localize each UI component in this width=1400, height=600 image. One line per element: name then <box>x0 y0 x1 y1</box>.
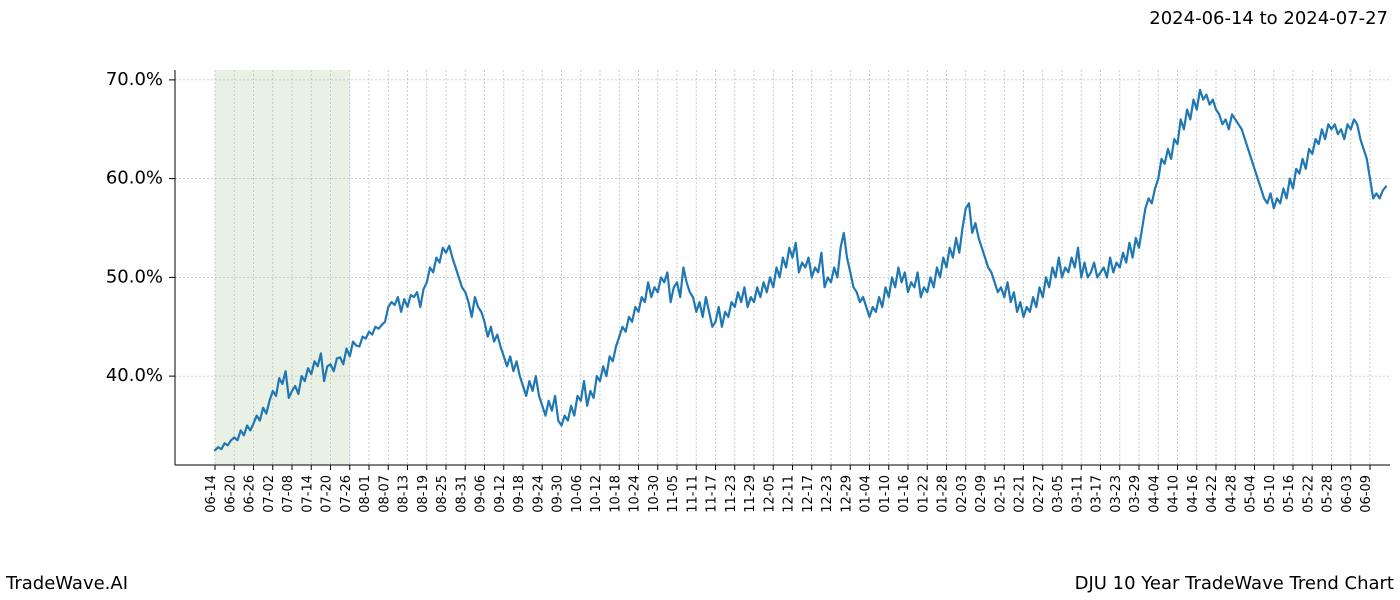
svg-text:01-10: 01-10 <box>878 475 893 513</box>
svg-text:08-07: 08-07 <box>377 475 392 513</box>
svg-text:06-14: 06-14 <box>204 475 219 513</box>
svg-text:11-29: 11-29 <box>743 475 758 513</box>
svg-text:04-10: 04-10 <box>1167 475 1182 513</box>
svg-text:08-19: 08-19 <box>416 475 431 513</box>
svg-text:05-22: 05-22 <box>1301 475 1316 513</box>
svg-text:01-28: 01-28 <box>936 475 951 513</box>
svg-text:07-08: 07-08 <box>281 475 296 513</box>
svg-text:09-12: 09-12 <box>493 475 508 513</box>
svg-text:03-11: 03-11 <box>1070 475 1085 513</box>
svg-text:02-15: 02-15 <box>993 475 1008 513</box>
chart-title: DJU 10 Year TradeWave Trend Chart <box>1075 573 1394 594</box>
svg-text:03-29: 03-29 <box>1128 475 1143 513</box>
svg-text:10-06: 10-06 <box>570 475 585 513</box>
svg-text:09-24: 09-24 <box>531 475 546 513</box>
svg-text:05-28: 05-28 <box>1321 475 1336 513</box>
svg-text:02-03: 02-03 <box>955 475 970 513</box>
svg-text:04-16: 04-16 <box>1186 475 1201 513</box>
brand-label: TradeWave.AI <box>6 573 128 594</box>
svg-text:07-26: 07-26 <box>339 475 354 513</box>
svg-text:70.0%: 70.0% <box>106 69 163 90</box>
svg-text:02-21: 02-21 <box>1013 475 1028 513</box>
svg-text:08-25: 08-25 <box>435 475 450 513</box>
svg-text:02-09: 02-09 <box>974 475 989 513</box>
svg-text:40.0%: 40.0% <box>106 365 163 386</box>
svg-text:09-06: 09-06 <box>474 475 489 513</box>
svg-text:12-17: 12-17 <box>801 475 816 513</box>
svg-text:03-23: 03-23 <box>1109 475 1124 513</box>
svg-text:01-22: 01-22 <box>916 475 931 513</box>
svg-text:11-23: 11-23 <box>724 475 739 513</box>
svg-text:04-28: 04-28 <box>1224 475 1239 513</box>
svg-text:09-18: 09-18 <box>512 475 527 513</box>
svg-text:10-30: 10-30 <box>647 475 662 513</box>
svg-text:08-01: 08-01 <box>358 475 373 513</box>
svg-text:07-14: 07-14 <box>300 475 315 513</box>
svg-text:02-27: 02-27 <box>1032 475 1047 513</box>
svg-text:08-31: 08-31 <box>454 475 469 513</box>
svg-text:05-10: 05-10 <box>1263 475 1278 513</box>
svg-text:04-22: 04-22 <box>1205 475 1220 513</box>
svg-text:50.0%: 50.0% <box>106 266 163 287</box>
svg-text:03-17: 03-17 <box>1090 475 1105 513</box>
svg-text:06-20: 06-20 <box>223 475 238 513</box>
svg-text:10-12: 10-12 <box>589 475 604 513</box>
svg-text:60.0%: 60.0% <box>106 168 163 189</box>
svg-text:06-09: 06-09 <box>1359 475 1374 513</box>
svg-text:12-23: 12-23 <box>820 475 835 513</box>
trend-chart: 2024-06-14 to 2024-07-27 40.0% 50.0% 60.0%… <box>0 0 1400 600</box>
svg-text:11-11: 11-11 <box>685 475 700 513</box>
svg-text:11-17: 11-17 <box>705 475 720 513</box>
svg-text:05-16: 05-16 <box>1282 475 1297 513</box>
svg-text:04-04: 04-04 <box>1147 475 1162 513</box>
svg-text:07-02: 07-02 <box>262 475 277 513</box>
svg-text:01-16: 01-16 <box>897 475 912 513</box>
svg-text:06-26: 06-26 <box>243 475 258 513</box>
svg-text:05-04: 05-04 <box>1244 475 1259 513</box>
svg-text:10-24: 10-24 <box>628 475 643 513</box>
svg-text:01-04: 01-04 <box>859 475 874 513</box>
svg-text:12-05: 12-05 <box>762 475 777 513</box>
svg-text:12-11: 12-11 <box>782 475 797 513</box>
svg-text:08-13: 08-13 <box>397 475 412 513</box>
svg-text:07-20: 07-20 <box>320 475 335 513</box>
date-range-label: 2024-06-14 to 2024-07-27 <box>1149 8 1388 29</box>
svg-text:06-03: 06-03 <box>1340 475 1355 513</box>
svg-text:10-18: 10-18 <box>608 475 623 513</box>
svg-text:11-05: 11-05 <box>666 475 681 513</box>
svg-text:03-05: 03-05 <box>1051 475 1066 513</box>
svg-text:12-29: 12-29 <box>839 475 854 513</box>
svg-text:09-30: 09-30 <box>551 475 566 513</box>
chart-svg: 40.0% 50.0% 60.0% 70.0% 06-14 06-20 06-26 07-02… <box>0 0 1400 600</box>
